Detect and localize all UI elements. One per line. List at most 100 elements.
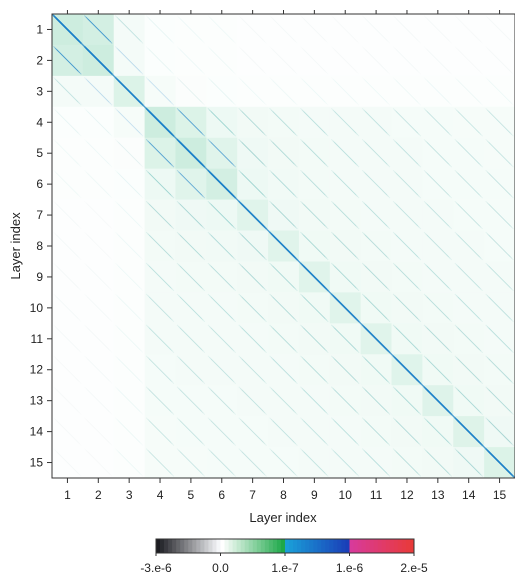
colorbar-swatch — [321, 539, 326, 553]
heatmap-stripe — [239, 357, 266, 383]
heatmap-cell — [268, 323, 300, 355]
heatmap-stripe — [241, 265, 267, 292]
heatmap-stripe — [332, 264, 358, 290]
heatmap-stripe — [392, 417, 419, 443]
x-axis-label: Layer index — [249, 510, 317, 525]
heatmap-cell — [422, 323, 454, 355]
heatmap-stripe — [486, 357, 513, 383]
heatmap-cell — [237, 323, 269, 355]
heatmap-stripe — [394, 233, 420, 259]
colorbar-swatch — [317, 539, 322, 553]
heatmap-cell — [144, 292, 176, 324]
heatmap-cell — [453, 199, 485, 231]
heatmap-stripe — [488, 296, 514, 323]
heatmap-cell — [206, 261, 238, 293]
heatmap-stripe — [395, 389, 422, 415]
heatmap-stripe — [364, 172, 391, 199]
heatmap-cell — [52, 354, 84, 386]
heatmap-cell — [422, 230, 454, 262]
heatmap-stripe — [176, 448, 203, 474]
heatmap-stripe — [178, 109, 204, 135]
heatmap-cell — [144, 14, 176, 46]
heatmap-stripe — [361, 417, 388, 443]
heatmap-stripe — [239, 233, 266, 259]
heatmap-stripe — [332, 326, 358, 352]
heatmap-stripe — [176, 293, 203, 320]
heatmap-stripe — [423, 138, 449, 165]
heatmap-stripe — [148, 265, 175, 292]
heatmap-stripe — [272, 358, 298, 384]
heatmap-cell — [206, 44, 238, 77]
heatmap-stripe — [363, 418, 389, 445]
heatmap-cell — [329, 416, 361, 448]
heatmap-cell — [268, 292, 300, 324]
heatmap-stripe — [488, 420, 514, 446]
heatmap-cell — [268, 106, 300, 139]
heatmap-stripe — [486, 233, 513, 259]
heatmap-cell — [422, 416, 454, 448]
heatmap-cell — [329, 447, 361, 479]
heatmap-stripe — [332, 418, 358, 445]
heatmap-cell — [52, 416, 84, 448]
heatmap-stripe — [364, 389, 391, 415]
heatmap-cell — [391, 137, 423, 169]
heatmap-stripe — [239, 109, 266, 135]
heatmap-stripe — [301, 387, 328, 414]
heatmap-main-diagonal — [51, 13, 515, 479]
heatmap-cell — [237, 354, 269, 386]
heatmap-stripe — [363, 109, 389, 135]
heatmap-stripe — [423, 293, 449, 320]
heatmap-stripe — [209, 387, 235, 414]
heatmap-stripe — [209, 140, 235, 166]
heatmap-cell — [268, 75, 300, 108]
heatmap-stripe — [485, 293, 511, 320]
heatmap-stripe — [178, 449, 204, 476]
heatmap-stripe — [116, 16, 142, 43]
heatmap-stripe — [394, 326, 420, 352]
heatmap-stripe — [176, 417, 203, 443]
colorbar-swatch — [260, 539, 266, 553]
heatmap-stripe — [363, 387, 389, 414]
heatmap-cell — [391, 168, 423, 200]
heatmap-cell — [329, 75, 361, 108]
heatmap-stripe — [238, 417, 264, 443]
colorbar-swatch — [297, 539, 302, 553]
heatmap-stripe — [303, 358, 329, 384]
heatmap-stripe — [425, 449, 451, 476]
colorbar-swatch — [196, 539, 201, 553]
heatmap-cells — [52, 14, 515, 479]
heatmap-stripe — [147, 78, 173, 105]
heatmap-stripe — [239, 418, 266, 445]
heatmap-cell — [206, 14, 238, 46]
heatmap-stripe — [238, 138, 264, 165]
heatmap-stripe — [270, 418, 297, 445]
heatmap-stripe — [301, 295, 328, 321]
heatmap-cell — [422, 44, 454, 77]
heatmap-stripe — [332, 233, 358, 259]
heatmap-stripe — [238, 262, 264, 289]
heatmap-stripe — [148, 327, 175, 354]
heatmap-stripe — [426, 203, 453, 230]
heatmap-stripe — [454, 169, 480, 196]
heatmap-stripe — [395, 234, 422, 261]
heatmap-stripe — [363, 357, 389, 383]
colorbar-swatch — [208, 539, 213, 553]
heatmap-stripe — [176, 200, 203, 227]
heatmap-stripe — [486, 109, 513, 135]
heatmap-cell — [82, 354, 115, 386]
heatmap-cell — [391, 75, 423, 108]
colorbar-swatch — [168, 539, 173, 553]
heatmap-stripe — [331, 386, 357, 412]
y-tick-label: 6 — [36, 177, 43, 191]
heatmap-stripe — [54, 78, 81, 105]
heatmap-stripe — [363, 449, 389, 476]
heatmap-stripe — [300, 448, 326, 474]
heatmap-cell — [52, 230, 84, 262]
heatmap-stripe — [423, 200, 449, 227]
heatmap-cell — [360, 292, 392, 324]
colorbar-swatch — [385, 539, 391, 553]
heatmap-cell — [329, 261, 361, 293]
heatmap-stripe — [485, 386, 511, 412]
heatmap-cell — [329, 385, 361, 417]
